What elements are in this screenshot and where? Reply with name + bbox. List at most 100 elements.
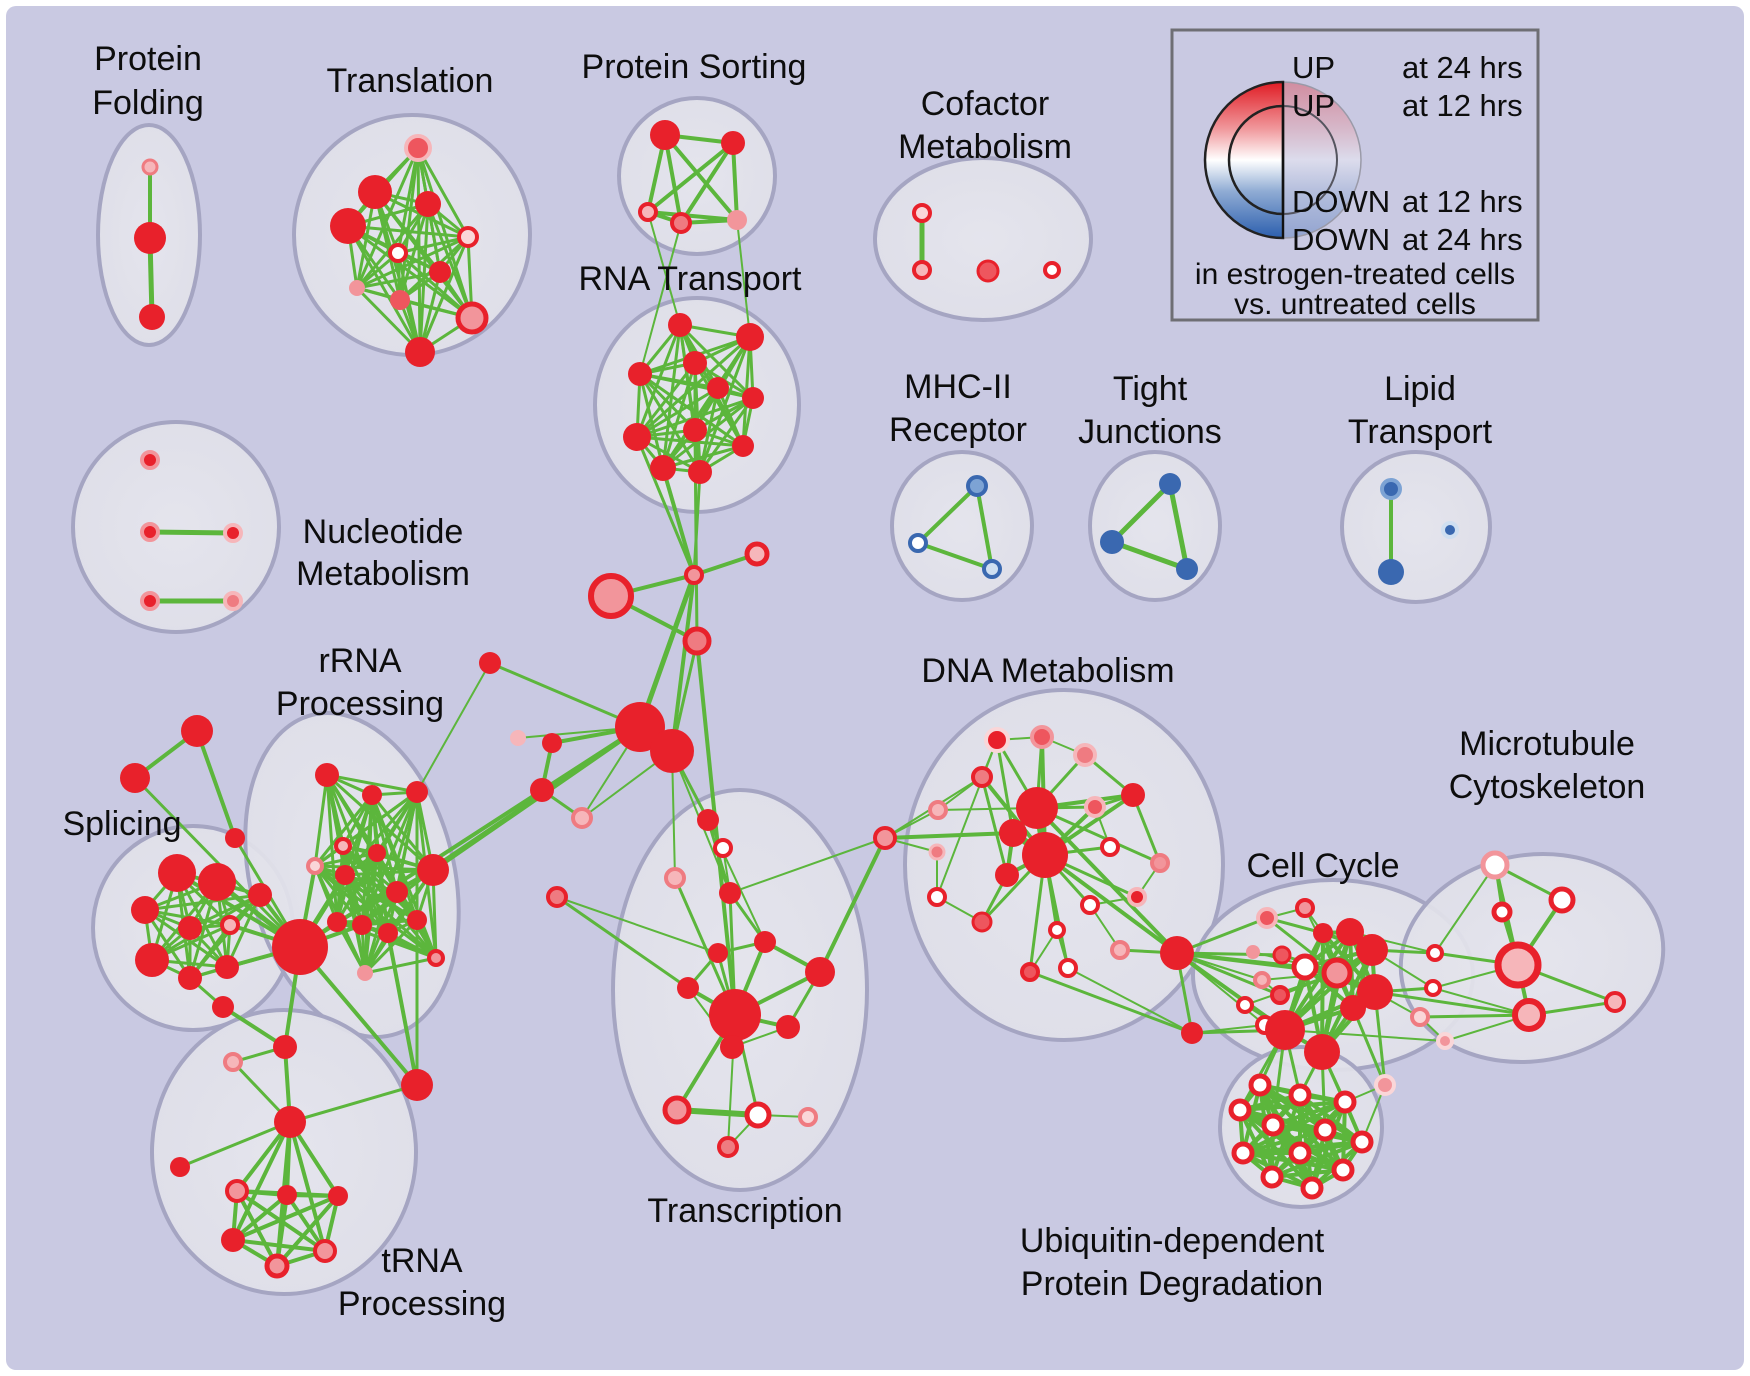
cluster-label-tight-junctions: Tight Junctions: [1078, 370, 1222, 451]
network-edge: [325, 773, 419, 794]
network-edge: [178, 1120, 292, 1169]
network-node-cc4: [1336, 918, 1364, 946]
legend-time-down-24: at 24 hrs: [1402, 222, 1523, 257]
network-node-tx2: [754, 931, 776, 953]
network-node-d1: [984, 727, 1010, 753]
network-node-x2: [277, 1185, 297, 1205]
network-node-c3: [588, 573, 634, 619]
network-node-r9: [650, 455, 676, 481]
legend-caption-line2: vs. untreated cells: [1234, 288, 1476, 321]
cluster-label-protein-folding: Protein Folding: [92, 40, 204, 122]
network-node-tx1: [708, 943, 728, 963]
network-edge: [221, 1005, 287, 1049]
network-node-rr14: [407, 910, 427, 930]
network-node-hs4: [546, 886, 568, 908]
network-edge: [396, 235, 470, 255]
network-node-pf3: [139, 304, 165, 330]
legend-ring-inner-strong-outline: [1227, 104, 1285, 216]
network-node-u5: [1261, 1113, 1285, 1137]
network-edge: [1131, 793, 1162, 865]
network-node-x4: [221, 1228, 245, 1252]
cluster-labels-layer: Protein Folding Translation Protein Sorting…: [62, 40, 1645, 1323]
legend-time-12: at 12 hrs: [1402, 88, 1523, 123]
network-node-c2: [744, 541, 770, 567]
network-node-rr7: [335, 865, 355, 885]
network-node-d5: [928, 800, 948, 820]
network-node-u4: [1228, 1098, 1252, 1122]
network-node-cc14: [1340, 995, 1366, 1021]
legend-ring-outer-strong: [1203, 80, 1285, 240]
legend-caption-line1: in estrogen-treated cells: [1195, 258, 1515, 291]
network-node-t7: [429, 261, 451, 283]
legend-dir-up-24: UP: [1292, 50, 1335, 85]
network-edge: [370, 793, 438, 960]
network-edge: [488, 661, 642, 729]
network-node-pf2: [134, 222, 166, 254]
network-node-sp2: [120, 763, 150, 793]
network-node-m6: [1424, 979, 1442, 997]
network-edge: [355, 146, 420, 290]
cluster-label-lipid-transport: Lipid Transport: [1348, 370, 1493, 451]
network-edge: [188, 893, 262, 980]
legend-dir-down-24: DOWN: [1292, 222, 1390, 257]
network-node-r6: [742, 387, 764, 409]
network-node-s4: [670, 212, 692, 234]
network-node-s1: [650, 120, 680, 150]
network-node-d18: [1058, 958, 1078, 978]
network-edge: [638, 372, 702, 474]
cluster-label-protein-sorting: Protein Sorting: [582, 48, 807, 86]
network-edge: [147, 529, 236, 536]
network-edge: [635, 323, 682, 439]
network-node-hs1: [542, 733, 562, 753]
network-node-d4: [971, 766, 993, 788]
network-node-dbig3: [1022, 832, 1068, 878]
network-node-m3: [1491, 901, 1513, 923]
network-node-rr9: [417, 854, 449, 886]
network-node-i: [248, 883, 272, 907]
network-edge: [1434, 864, 1496, 954]
network-node-t3: [415, 191, 441, 217]
network-edge: [325, 773, 339, 924]
network-edge: [635, 435, 696, 577]
network-edge: [1191, 1024, 1266, 1034]
network-node-tj3: [1176, 558, 1198, 580]
network-node-l3: [1441, 521, 1459, 539]
network-node-m5: [1494, 941, 1542, 989]
network-edge: [1351, 1006, 1387, 1087]
network-node-s3: [638, 202, 658, 222]
network-edge: [1067, 967, 1193, 1034]
network-edge: [638, 372, 665, 470]
network-edge: [647, 211, 681, 326]
network-node-n4: [140, 591, 160, 611]
network-node-x6: [264, 1253, 290, 1279]
network-node-m9: [1604, 991, 1626, 1013]
network-node-rr6: [368, 844, 386, 862]
network-node-m2: [1548, 886, 1576, 914]
network-edge: [363, 918, 419, 975]
network-node-t9: [390, 290, 410, 310]
network-node-dc2: [1181, 1022, 1203, 1044]
network-node-r2: [736, 323, 764, 351]
network-edge: [231, 1120, 292, 1242]
network-node-d12: [1150, 853, 1170, 873]
network-node-d2: [1030, 725, 1054, 749]
network-node-h1: [615, 702, 665, 752]
network-node-d8: [1100, 837, 1120, 857]
network-edge: [1109, 481, 1173, 545]
cluster-ellipse-tight-junctions: [1088, 450, 1222, 602]
network-edge: [195, 729, 237, 840]
network-node-rrb2: [273, 1035, 297, 1059]
network-edge: [1238, 1100, 1347, 1112]
cluster-label-trna-processing: tRNA Processing: [338, 1242, 506, 1323]
network-edge: [231, 1194, 340, 1242]
network-node-d: [178, 916, 202, 940]
network-node-tx7: [720, 1035, 744, 1059]
network-edge: [679, 141, 735, 225]
network-edge: [355, 235, 470, 290]
network-edge: [275, 1194, 340, 1268]
network-edge: [663, 133, 739, 222]
network-node-rr13: [357, 965, 373, 981]
network-edge: [637, 572, 697, 730]
network-edge: [736, 219, 751, 338]
network-node-r7: [623, 423, 651, 451]
